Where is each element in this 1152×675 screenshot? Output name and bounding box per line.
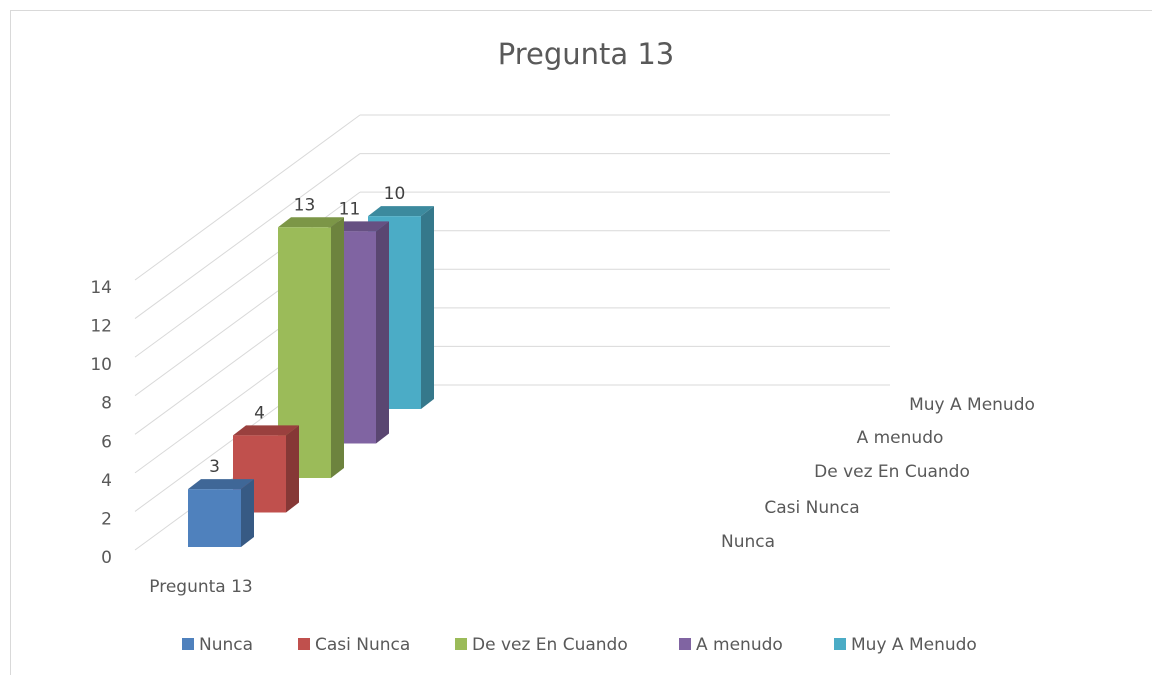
depth-label: De vez En Cuando (814, 462, 970, 482)
y-tick-label: 14 (90, 278, 112, 298)
bar-side (286, 425, 299, 513)
bar (188, 489, 241, 547)
bar-top (278, 217, 344, 228)
y-tick-label: 0 (101, 548, 112, 568)
bar-top (188, 479, 254, 490)
value-label: 11 (339, 199, 361, 219)
grid-line (134, 153, 361, 319)
bar-top (233, 425, 299, 436)
value-label: 13 (294, 195, 316, 215)
bar-top (368, 206, 434, 217)
value-label: 4 (254, 403, 265, 423)
legend-label: Casi Nunca (315, 635, 410, 655)
y-tick-label: 6 (101, 432, 112, 452)
legend-swatch (834, 638, 846, 650)
value-label: 10 (384, 184, 406, 204)
legend-swatch (679, 638, 691, 650)
legend-label: A menudo (696, 635, 783, 655)
legend-label: Muy A Menudo (851, 635, 977, 655)
depth-label: A menudo (857, 428, 944, 448)
y-tick-label: 8 (101, 394, 112, 414)
bar-side (421, 206, 434, 409)
y-tick-label: 10 (90, 355, 112, 375)
legend-swatch (182, 638, 194, 650)
grid-line (134, 114, 361, 281)
chart-frame (10, 10, 1152, 675)
depth-label: Casi Nunca (764, 498, 859, 518)
legend-label: Nunca (199, 635, 253, 655)
chart-title: Pregunta 13 (498, 37, 675, 71)
depth-label: Nunca (721, 532, 775, 552)
bar-side (376, 221, 389, 444)
legend-swatch (298, 638, 310, 650)
legend-swatch (455, 638, 467, 650)
depth-label: Muy A Menudo (909, 395, 1035, 415)
y-tick-label: 2 (101, 509, 112, 529)
bar-side (331, 217, 344, 479)
bar-side (241, 479, 254, 547)
legend-label: De vez En Cuando (472, 635, 628, 655)
y-tick-label: 12 (90, 317, 112, 337)
category-label: Pregunta 13 (149, 577, 253, 597)
value-label: 3 (209, 457, 220, 477)
y-tick-label: 4 (101, 471, 112, 491)
